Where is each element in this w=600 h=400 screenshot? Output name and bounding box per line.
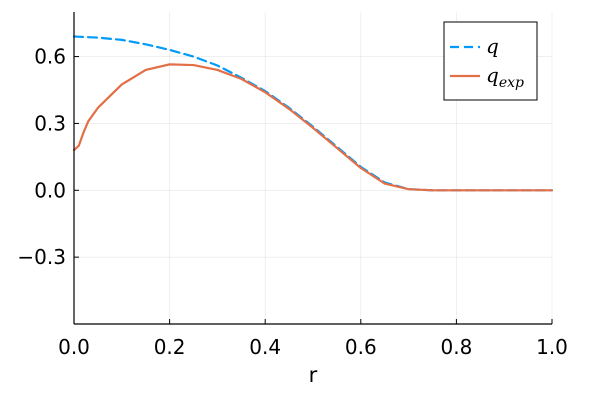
x-tick-label: 0.2 [154, 335, 186, 359]
y-tick-label: 0.3 [34, 111, 66, 135]
series-group [72, 35, 554, 192]
legend-label-q-exp: qexp [486, 63, 524, 91]
tick-labels: 0.0 0.2 0.4 0.6 0.8 1.0 −0.3 0.0 0.3 0.6 [17, 45, 567, 359]
x-tick-label: 0.4 [249, 335, 281, 359]
y-tick-label: −0.3 [17, 245, 66, 269]
x-tick-label: 0.0 [58, 335, 90, 359]
series-line-q-exp [72, 63, 554, 192]
y-tick-label: 0.0 [34, 178, 66, 202]
legend: q qexp [443, 21, 538, 101]
x-tick-label: 1.0 [536, 335, 568, 359]
x-tick-label: 0.6 [345, 335, 377, 359]
x-axis-title: r [309, 363, 318, 387]
legend-box [443, 21, 538, 101]
axes [73, 12, 553, 325]
y-tick-label: 0.6 [34, 45, 66, 69]
legend-label-q: q [486, 34, 499, 58]
x-tick-label: 0.8 [440, 335, 472, 359]
